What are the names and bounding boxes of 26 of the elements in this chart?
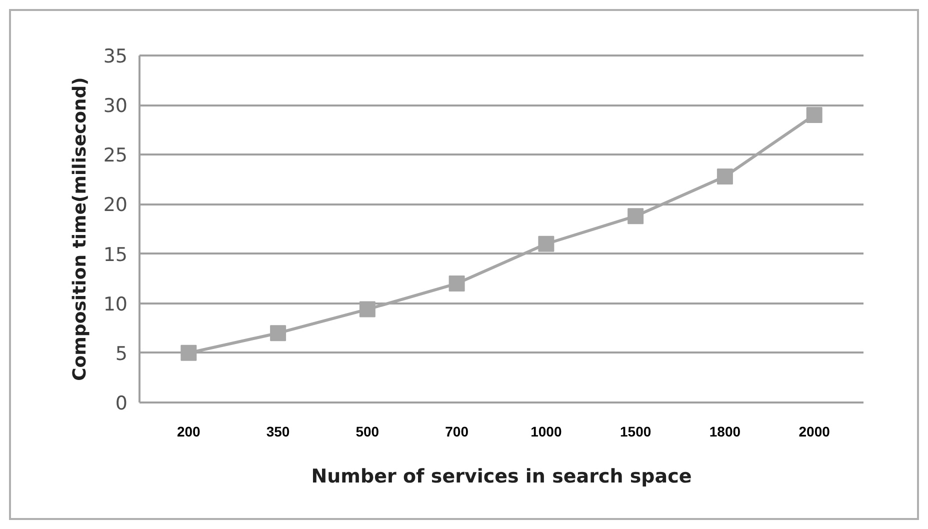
y-axis-title: Composition time(milisecond) — [69, 77, 90, 381]
y-tick-label: 30 — [103, 95, 128, 118]
point — [538, 236, 554, 252]
y-tick-label: 0 — [115, 392, 128, 414]
x-tick-label: 1500 — [620, 424, 652, 440]
point — [270, 325, 286, 342]
x-tick-label: 200 — [176, 424, 201, 440]
x-tick-label: 1800 — [709, 424, 741, 440]
y-tick-label: 20 — [103, 194, 128, 216]
point — [359, 301, 376, 318]
y-tick-label: 15 — [103, 244, 128, 266]
point — [448, 276, 465, 292]
y-tick-label: 25 — [103, 144, 128, 167]
y-tick-label: 5 — [115, 342, 128, 365]
x-tick-label: 350 — [266, 424, 290, 440]
point — [180, 344, 197, 361]
y-tick-label: 10 — [103, 293, 128, 316]
y-tick-label: 35 — [103, 46, 128, 68]
x-tick-label: 500 — [356, 424, 380, 440]
x-tick-label: 700 — [445, 424, 469, 440]
point — [806, 106, 822, 123]
x-axis-title: Number of services in search space — [311, 466, 692, 488]
x-tick-label: 1000 — [530, 424, 562, 440]
x-tick-label: 2000 — [798, 424, 830, 440]
point — [716, 168, 733, 184]
point — [628, 208, 644, 224]
